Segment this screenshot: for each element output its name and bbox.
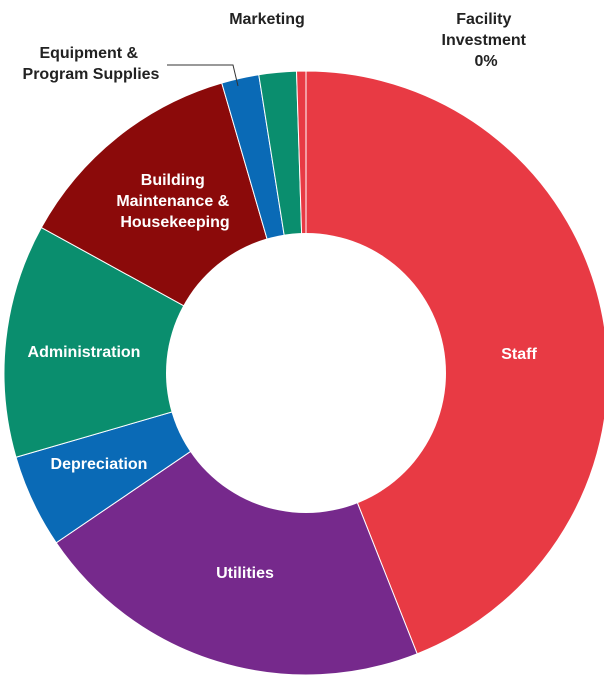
slice-label-marketing: Marketing	[229, 11, 305, 28]
leader-line-equipment	[167, 64, 239, 87]
slice-label-depreciation: Depreciation	[51, 456, 148, 473]
facility-investment-value: 0%	[474, 53, 497, 70]
slice-label-administration: Administration	[28, 344, 141, 361]
slice-staff	[305, 70, 604, 655]
slice-label-utilities: Utilities	[216, 565, 274, 582]
slice-administration	[3, 226, 308, 458]
donut-hole	[166, 233, 446, 513]
slice-label-equipment: Equipment & Program Supplies	[23, 45, 160, 83]
slice-label-facility-investment: Facility Investment 0%	[442, 11, 531, 70]
slice-label-staff: Staff	[501, 346, 537, 363]
slice-label-building-maintenance: Building Maintenance & Housekeeping	[116, 172, 233, 231]
